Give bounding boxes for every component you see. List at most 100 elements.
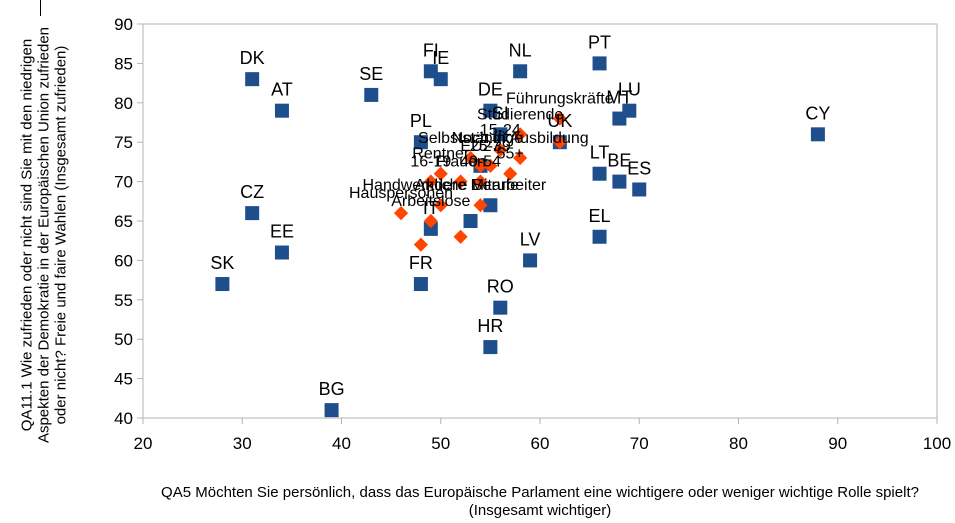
- country-label: LT: [590, 143, 610, 163]
- country-label: RO: [487, 277, 514, 297]
- country-point: [612, 111, 627, 126]
- country-label: SE: [359, 64, 383, 84]
- group-label: 16-19: [410, 154, 451, 171]
- group-label: Rentner: [412, 146, 470, 163]
- country-point: [632, 182, 647, 197]
- country-label: PT: [588, 32, 611, 52]
- country-label: DK: [240, 48, 265, 68]
- group-point: [552, 135, 567, 150]
- country-label: AT: [271, 80, 293, 100]
- country-label: BG: [319, 379, 345, 399]
- group-point: [393, 206, 409, 221]
- country-label: IT: [423, 198, 439, 218]
- country-point: [423, 221, 438, 236]
- x-tick-label: 20: [134, 434, 153, 453]
- group-point: [463, 150, 478, 166]
- country-label: FR: [409, 253, 433, 273]
- country-point: [483, 198, 498, 213]
- country-label: MT: [606, 88, 632, 108]
- country-point: [493, 127, 508, 142]
- group-point: [453, 229, 468, 244]
- country-label: CZ: [240, 182, 264, 202]
- country-label: DE: [478, 80, 503, 100]
- country-label: UK: [547, 111, 572, 131]
- country-point: [433, 72, 448, 87]
- group-point: [473, 198, 488, 213]
- x-tick-label: 60: [531, 434, 550, 453]
- x-tick-label: 40: [332, 434, 351, 453]
- x-tick-label: 30: [233, 434, 252, 453]
- group-label: Studierende: [477, 106, 563, 123]
- group-label: Frauen: [435, 154, 486, 171]
- group-point: [413, 237, 428, 252]
- y-tick-label: 85: [114, 54, 133, 73]
- group-point: [513, 127, 528, 142]
- country-point: [483, 340, 498, 355]
- y-tick-label: 50: [114, 330, 133, 349]
- country-label: PL: [410, 111, 432, 131]
- group-point: [433, 166, 448, 181]
- axes-layer: 40 45 50 55 60 65 70 75 80 85 90 20 30 40 50 60 70 80 90 10…: [114, 15, 951, 453]
- y-axis-title: QA11.1 Wie zufrieden oder nicht sind Sie…: [18, 26, 70, 444]
- group-label: Hauspersonen: [349, 185, 453, 202]
- group-label: EU27: [460, 138, 500, 155]
- country-point: [592, 56, 607, 71]
- group-label: 25-39: [470, 138, 511, 155]
- group-point: [493, 143, 508, 158]
- country-point: [612, 174, 627, 189]
- y-tick-label: 45: [114, 370, 133, 389]
- country-label: CY: [805, 103, 830, 123]
- x-tick-label: 80: [729, 434, 748, 453]
- group-point: [423, 174, 438, 189]
- country-point: [523, 253, 538, 268]
- country-point: [324, 403, 339, 418]
- group-point: [423, 213, 438, 229]
- country-point: [274, 245, 289, 260]
- country-point: [274, 103, 289, 118]
- group-point: [473, 174, 488, 189]
- country-point: [513, 64, 528, 79]
- country-point: [245, 206, 260, 221]
- y-tick-label: 55: [114, 291, 133, 310]
- group-point: [483, 158, 498, 173]
- country-point: [483, 103, 498, 118]
- group-label: Handwerkliche Berufe: [362, 177, 519, 194]
- group-point: [552, 111, 567, 126]
- y-tick-label: 65: [114, 212, 133, 231]
- country-label: BE: [607, 151, 631, 171]
- country-label: ES: [627, 158, 651, 178]
- y-tick-label: 75: [114, 133, 133, 152]
- country-label: LV: [520, 229, 541, 249]
- country-point: [592, 229, 607, 244]
- y-tick-label: 90: [114, 15, 133, 34]
- group-point: [453, 174, 468, 189]
- y-tick-label: 40: [114, 409, 133, 428]
- country-label: EL: [589, 206, 611, 226]
- group-label: 15-24: [480, 122, 521, 139]
- country-label: EE: [270, 222, 294, 242]
- y-tick-label: 60: [114, 251, 133, 270]
- country-label: SK: [210, 253, 234, 273]
- group-label: 40-54: [460, 154, 501, 171]
- x-axis-title: QA5 Möchten Sie persönlich, dass das Eur…: [161, 484, 919, 519]
- country-point: [413, 135, 428, 150]
- country-point: [245, 72, 260, 87]
- country-point: [463, 214, 478, 228]
- country-point: [215, 277, 230, 292]
- country-point: [413, 277, 428, 292]
- country-point: [810, 127, 825, 142]
- x-tick-label: 50: [431, 434, 450, 453]
- y-tick-label: 70: [114, 173, 133, 192]
- x-tick-label: 100: [923, 434, 951, 453]
- group-label: Führungskräfte: [506, 91, 614, 108]
- country-label: LU: [618, 80, 641, 100]
- country-point: [493, 300, 508, 315]
- country-label: HR: [477, 316, 503, 336]
- plot-frame: [142, 23, 938, 419]
- country-label: NL: [509, 40, 532, 60]
- y-tick-label: 80: [114, 94, 133, 113]
- marks-layer: [215, 56, 825, 418]
- text-cursor-mark: [40, 0, 41, 16]
